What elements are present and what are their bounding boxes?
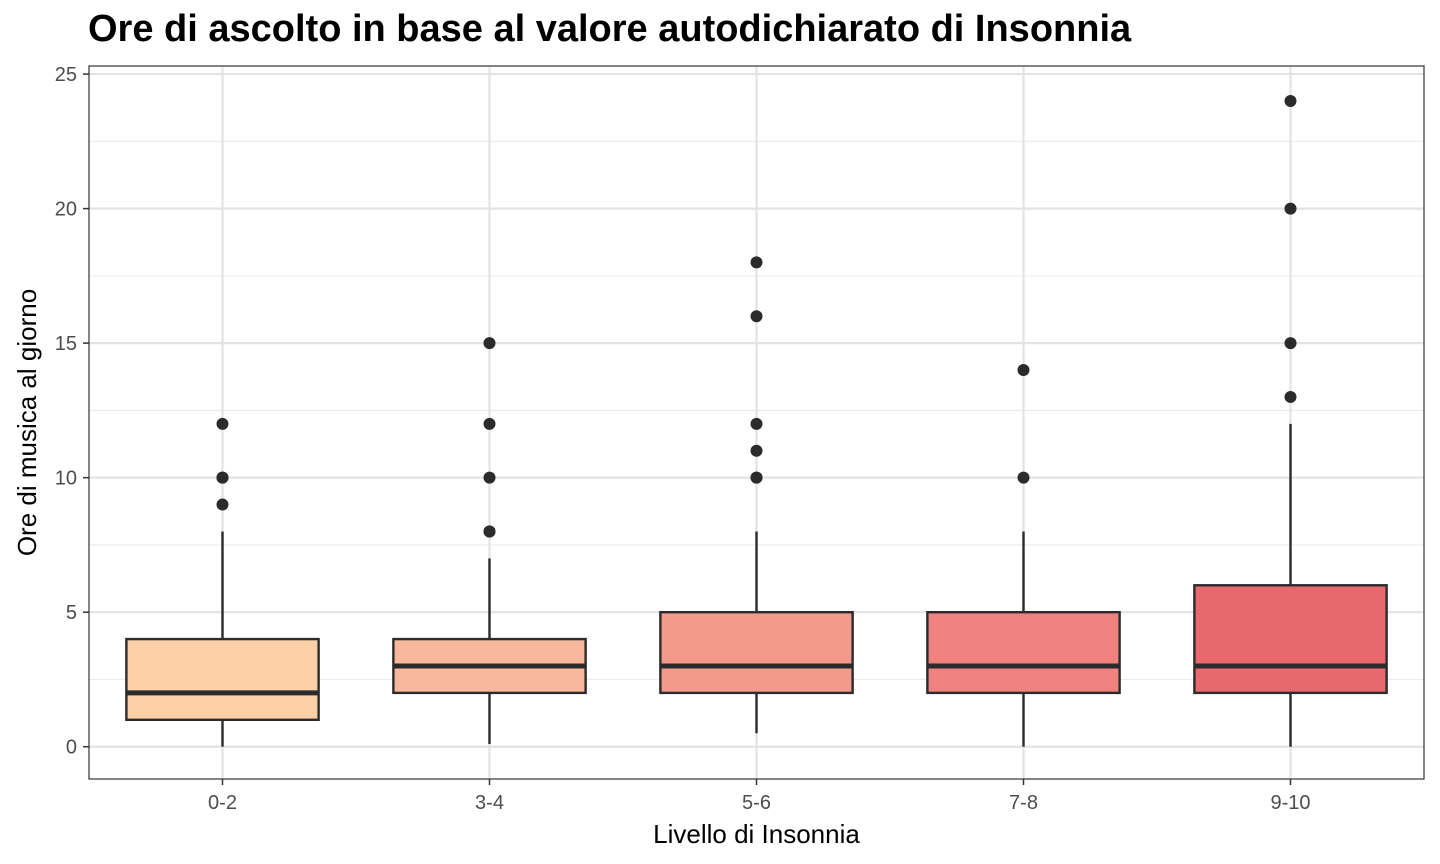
x-tick-label: 5-6 [742,792,771,814]
axis-ticks: 0 5 10 15 20 25 0-2 3-4 5-6 7-8 9-10 [55,64,1311,814]
box-iqr [125,637,320,722]
outlier-point [216,417,229,430]
outlier-point [483,417,496,430]
box-3-4 [392,337,587,745]
outlier-point [216,498,229,511]
x-axis-title: Livello di Insonnia [653,819,860,849]
outlier-point [750,417,763,430]
outlier-point [750,471,763,484]
outlier-point [1284,337,1297,350]
x-tick-label: 7-8 [1009,792,1038,814]
box-9-10 [1193,94,1388,747]
outlier-point [750,444,763,457]
y-axis-title: Ore di musica al giorno [12,289,42,556]
y-tick-label: 5 [66,602,77,624]
x-tick-label: 3-4 [475,792,504,814]
outlier-point [750,256,763,269]
box-5-6 [659,256,854,734]
outlier-point [1284,94,1297,107]
outlier-point [1284,390,1297,403]
box-0-2 [125,417,320,747]
box-7-8 [926,364,1121,747]
box-iqr [1193,584,1388,695]
chart-title: Ore di ascolto in base al valore autodic… [88,8,1132,50]
box-iqr [926,610,1121,695]
box-iqr [659,610,854,695]
outlier-point [1284,202,1297,215]
y-tick-label: 25 [55,64,77,86]
outlier-point [216,471,229,484]
outlier-point [1017,364,1030,377]
outlier-point [750,310,763,323]
x-tick-label: 0-2 [208,792,237,814]
outlier-point [483,337,496,350]
y-tick-label: 10 [55,468,77,490]
y-tick-label: 0 [66,737,77,759]
box-layer [125,94,1388,747]
x-tick-label: 9-10 [1270,792,1310,814]
y-tick-label: 20 [55,199,77,221]
y-tick-label: 15 [55,333,77,355]
outlier-point [483,525,496,538]
outlier-point [1017,471,1030,484]
outlier-point [483,471,496,484]
